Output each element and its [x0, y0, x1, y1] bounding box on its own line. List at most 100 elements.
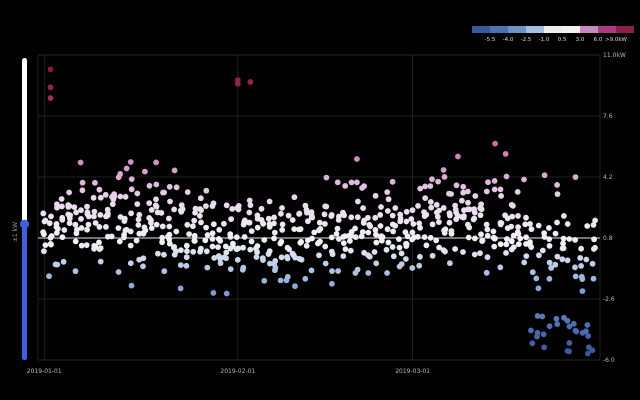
data-point [535, 285, 542, 292]
data-point [471, 209, 478, 216]
data-point [240, 244, 247, 251]
data-point [247, 79, 254, 85]
data-point [392, 222, 399, 229]
data-point [552, 230, 559, 237]
data-point [278, 254, 285, 261]
data-point [128, 210, 135, 217]
data-point [127, 159, 134, 165]
data-point [584, 350, 591, 357]
data-point [515, 241, 522, 248]
data-point [502, 212, 508, 219]
slider-handle[interactable] [20, 219, 29, 229]
data-point [372, 214, 379, 221]
data-point [385, 239, 392, 246]
legend: -5.5 -4.0 -2.5 -1.0 0.5 3.0 6.0 >9.0kW [472, 26, 634, 43]
data-point [78, 242, 85, 249]
data-point [227, 245, 234, 252]
data-point [109, 201, 116, 208]
data-point [197, 213, 203, 219]
data-point [83, 242, 90, 249]
data-point [221, 220, 227, 227]
data-point [215, 244, 221, 251]
data-point [559, 245, 566, 252]
data-point [203, 248, 210, 255]
data-point [497, 264, 504, 271]
data-point [460, 249, 466, 255]
data-point [254, 224, 261, 231]
legend-label: -1.0 [539, 37, 550, 43]
data-point [572, 174, 579, 181]
data-point [148, 219, 154, 226]
data-point [533, 275, 540, 282]
data-point [210, 221, 217, 228]
data-point [234, 256, 241, 263]
data-point [334, 179, 341, 186]
data-point [85, 221, 92, 228]
data-point [291, 226, 298, 233]
data-point [265, 215, 272, 222]
data-point [477, 212, 484, 219]
data-point [248, 238, 255, 245]
data-point [416, 262, 423, 269]
data-point [133, 237, 140, 244]
data-point [423, 211, 430, 218]
data-point [183, 242, 190, 249]
data-point [584, 322, 591, 328]
range-slider[interactable] [20, 58, 29, 360]
data-point [209, 203, 216, 210]
data-point [521, 259, 528, 266]
data-point [190, 248, 197, 255]
data-point [592, 217, 598, 224]
data-point [484, 232, 491, 239]
y-tick-label: 7.6 [603, 113, 613, 120]
data-point [305, 218, 311, 225]
data-point [515, 224, 521, 231]
data-point [266, 198, 273, 205]
data-point [316, 252, 322, 259]
data-point [140, 263, 146, 270]
data-point [503, 241, 510, 248]
legend-swatch [580, 26, 598, 33]
data-point [415, 203, 421, 209]
data-point [292, 283, 298, 290]
data-point [127, 260, 134, 267]
data-point [428, 204, 435, 211]
legend-swatch [490, 26, 508, 33]
data-point [209, 243, 216, 250]
data-point [79, 187, 86, 194]
data-point [527, 239, 533, 245]
data-point [140, 230, 146, 237]
y-axis: -6.0 -2.6 0.8 4.2 7.6 11.0kW [603, 52, 626, 364]
data-point [227, 266, 234, 272]
data-point [572, 327, 579, 334]
data-point [197, 195, 204, 202]
data-point [360, 220, 367, 226]
data-point [403, 218, 410, 225]
data-point [390, 228, 396, 235]
data-point [48, 233, 55, 239]
data-point [284, 244, 291, 251]
data-point [104, 206, 111, 213]
data-point [577, 255, 584, 261]
data-point [234, 205, 241, 211]
data-point [378, 233, 385, 240]
data-point [541, 344, 547, 351]
data-point [159, 239, 166, 246]
data-point [548, 265, 555, 271]
data-point [417, 224, 423, 231]
data-point [184, 189, 191, 196]
data-point [41, 218, 48, 225]
data-point [384, 226, 391, 233]
data-point [403, 208, 410, 215]
data-point [583, 328, 589, 334]
data-point [127, 228, 134, 235]
data-point [166, 240, 173, 247]
data-point [384, 270, 390, 276]
data-point [572, 237, 578, 243]
data-point [354, 156, 360, 162]
data-point [515, 213, 521, 219]
data-point [365, 214, 371, 221]
data-point [127, 242, 134, 249]
data-point [427, 199, 434, 205]
data-point [247, 246, 254, 253]
